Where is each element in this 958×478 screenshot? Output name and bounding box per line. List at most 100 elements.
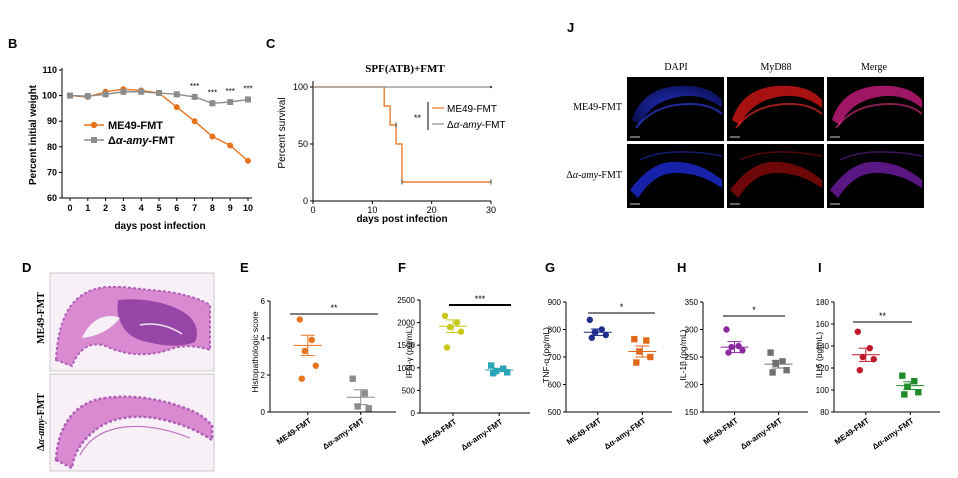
- panel-c-significance: **: [414, 113, 422, 123]
- panel-h-ytick-label: 300: [685, 326, 699, 335]
- image-myd88-amy: [727, 144, 824, 208]
- panel-c-ytick-label: 50: [298, 139, 308, 149]
- panel-g-ytick-label: 800: [548, 326, 562, 335]
- panel-b-significance: ***: [226, 87, 235, 96]
- panel-h-point: [767, 349, 774, 356]
- panel-g-xtick-label: ME49-FMT: [565, 416, 603, 446]
- panel-f-ytick-label: 2500: [397, 296, 415, 305]
- panel-g-point: [647, 353, 654, 361]
- panel-e-ytick-label: 6: [261, 297, 266, 306]
- panel-b-legend: ME49-FMT Δα-amy-FMT: [84, 120, 175, 147]
- panel-f-significance: ***: [475, 294, 486, 304]
- panel-f-ytick-label: 500: [402, 386, 416, 395]
- panel-b-xtick-label: 1: [85, 203, 90, 213]
- row-label-amy: Δα-amy-FMT: [36, 393, 47, 451]
- panel-g-point: [588, 334, 595, 341]
- panel-c-xtick-label: 10: [367, 205, 377, 215]
- panel-b-xtick-label: 3: [121, 203, 126, 213]
- panel-letter-f: F: [398, 260, 406, 275]
- panel-letter-j: J: [567, 20, 574, 35]
- panel-e-point: [354, 403, 361, 410]
- panel-b-xtick-label: 5: [156, 203, 161, 213]
- panel-h-plot: 150 200 250 300 350 ME49-FMT Δα-amy-FMT *: [685, 298, 808, 451]
- row-amy-prefix: Δ: [36, 444, 47, 451]
- panel-c-xlabel: days post infection: [356, 214, 447, 225]
- panel-i-plot: 80 100 120 140 160 180 ME49-FMT Δα-amy-FMT **: [816, 298, 940, 451]
- panel-f-point: [457, 328, 465, 335]
- panel-f-point: [488, 362, 495, 369]
- panel-b-point-amy: [156, 90, 162, 97]
- row-label-me49: ME49-FMT: [573, 102, 622, 113]
- panel-i-point: [856, 367, 863, 374]
- panel-f-ytick-label: 0: [411, 409, 416, 418]
- image-dapi-amy: [627, 144, 724, 208]
- panel-b-point-me49: [209, 133, 216, 140]
- panel-i-point: [854, 328, 861, 335]
- panel-i-point: [904, 383, 911, 390]
- row-amy-suffix: -FMT: [36, 393, 47, 419]
- panel-g-point: [598, 326, 605, 333]
- panel-g-ytick-label: 700: [548, 353, 562, 362]
- panel-b-significance: ***: [190, 82, 199, 91]
- panel-f-plot: 0 500 1000 1500 2000 2500 ME49-FMT Δα-amy-FMT **…: [397, 294, 530, 452]
- panel-b-weight-chart: Percent initial weight days post infecti…: [28, 84, 206, 232]
- panel-c-xtick-label: 30: [486, 205, 496, 215]
- panel-f-point: [443, 344, 451, 351]
- panel-b-point-amy: [245, 96, 251, 103]
- panel-c-xtick-label: 0: [310, 205, 315, 215]
- panel-b-xtick-label: 10: [243, 203, 253, 213]
- panel-g-plot: 500 600 700 800 900 ME49-FMT Δα-amy-FMT *: [548, 298, 672, 451]
- panel-c-survival-curve: [313, 86, 491, 183]
- legend-me49-label: ME49-FMT: [108, 120, 163, 132]
- image-he-me49: [49, 272, 215, 372]
- panel-b-xtick-label: 6: [174, 203, 179, 213]
- panel-h-xtick-label: ME49-FMT: [702, 416, 740, 446]
- legend-amy-italic: α-amy: [454, 120, 483, 131]
- panel-letter-c: C: [266, 36, 276, 51]
- panel-i-significance: **: [879, 311, 887, 321]
- panel-b-point-amy: [102, 91, 109, 98]
- panel-b-ytick-label: 70: [47, 167, 57, 177]
- panel-h-xtick-label: Δα-amy-FMT: [739, 416, 784, 451]
- panel-i-ytick-label: 120: [816, 364, 830, 373]
- panel-c-plot: 0 50 100 0 10 20 30: [293, 81, 496, 215]
- panel-i-point: [859, 353, 866, 361]
- panel-g-point: [586, 316, 593, 324]
- panel-b-point-amy: [120, 88, 127, 95]
- legend-amy-label: Δα-amy-FMT: [447, 120, 506, 131]
- panel-letter-i: I: [818, 260, 822, 275]
- col-label-myd88: MyD88: [760, 62, 791, 73]
- panel-f-point: [453, 319, 461, 326]
- panel-b-xtick-label: 4: [139, 203, 144, 213]
- panel-f-xtick-label: Δα-amy-FMT: [459, 417, 504, 452]
- panel-i-ytick-label: 80: [820, 408, 829, 417]
- panel-i-ytick-label: 160: [816, 320, 830, 329]
- panel-d-histology: ME49-FMT Δα-amy-FMT: [36, 272, 215, 472]
- panel-g-point: [643, 337, 650, 344]
- legend-me49-marker: [90, 121, 98, 129]
- panel-i-ytick-label: 180: [816, 298, 830, 307]
- panel-b-xtick-label: 9: [228, 203, 233, 213]
- panel-e-point: [298, 375, 305, 382]
- panel-c-legend: ** ME49-FMT Δα-amy-FMT: [414, 102, 506, 131]
- panel-g-ytick-label: 500: [548, 408, 562, 417]
- panel-h-significance: *: [752, 305, 756, 315]
- panel-e-point: [361, 390, 368, 397]
- panel-e-point: [349, 375, 356, 382]
- legend-amy-suffix: -FMT: [148, 135, 175, 147]
- col-label-merge: Merge: [861, 62, 887, 73]
- panel-e-ylabel: Histopathologic score: [250, 311, 260, 393]
- panel-h-point: [783, 367, 790, 374]
- legend-amy-marker: [91, 137, 97, 143]
- panel-h-point: [779, 358, 786, 365]
- panel-b-point-amy: [209, 100, 216, 107]
- panel-b-plot: 60 70 80 90 100 110 0 1 2 3 4 5 6 7 8 9 10 *** *** *** ***: [42, 65, 253, 213]
- panel-h-ytick-label: 150: [685, 408, 699, 417]
- panel-b-xlabel: days post infection: [114, 221, 205, 232]
- panel-g-ytick-label: 600: [548, 381, 562, 390]
- panel-h-ytick-label: 350: [685, 298, 699, 307]
- panel-b-xtick-label: 8: [210, 203, 215, 213]
- panel-e-point: [301, 347, 308, 355]
- panel-e-ytick-label: 4: [261, 334, 266, 343]
